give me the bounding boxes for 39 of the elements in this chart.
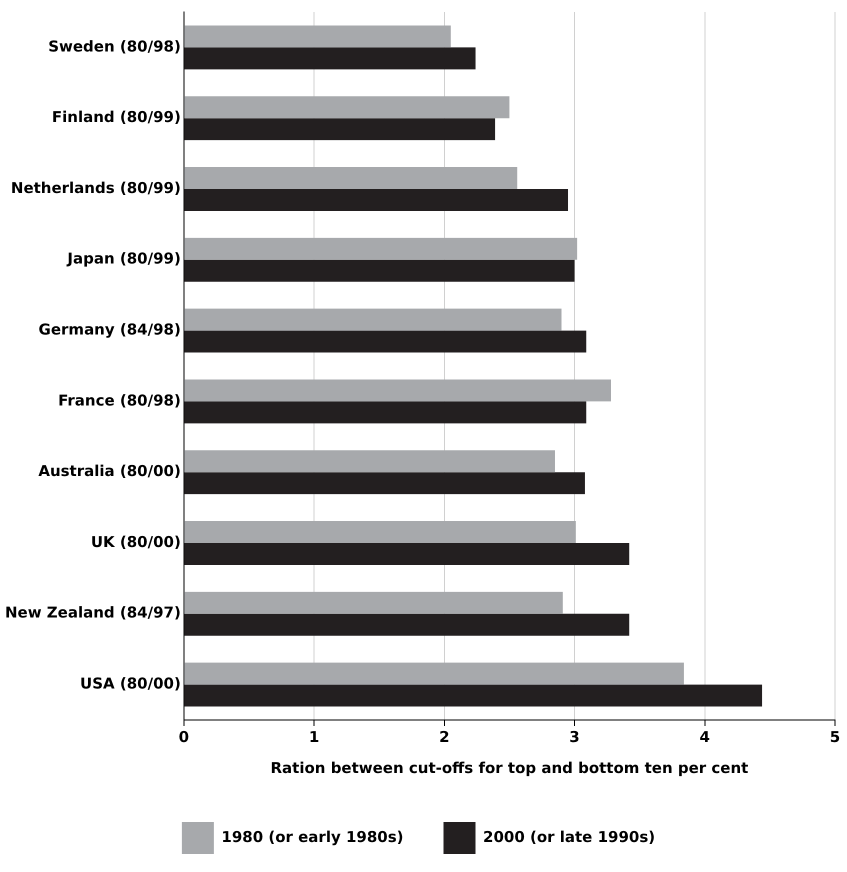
legend-label: 2000 (or late 1990s) <box>483 828 656 846</box>
bar <box>184 189 568 211</box>
legend-label: 1980 (or early 1980s) <box>221 828 404 846</box>
bar <box>184 330 586 353</box>
bar <box>184 167 518 189</box>
bar <box>184 96 510 118</box>
bar <box>184 614 630 636</box>
bar <box>184 450 555 472</box>
y-tick-label: Sweden (80/98) <box>48 37 181 56</box>
x-axis-title: Ration between cut-offs for top and bottom ten per cent <box>270 758 748 777</box>
x-tick-label: 4 <box>700 728 710 746</box>
bar <box>184 260 575 282</box>
x-tick-label: 5 <box>830 728 840 746</box>
y-tick-label: France (80/98) <box>58 391 181 410</box>
x-tick-label: 1 <box>308 728 320 746</box>
y-tick-label: New Zealand (84/97) <box>4 604 181 622</box>
bar <box>184 543 630 565</box>
bar <box>184 238 578 260</box>
y-tick-label: UK (80/00) <box>90 532 181 551</box>
bar <box>184 684 762 707</box>
bar <box>184 592 563 614</box>
bar <box>184 662 684 685</box>
y-tick-label: Japan (80/99) <box>66 250 181 268</box>
bar <box>184 401 586 424</box>
bar <box>184 308 562 331</box>
y-tick-label: Germany (84/98) <box>38 320 181 338</box>
y-tick-label: Netherlands (80/99) <box>10 178 181 197</box>
y-tick-label: Finland (80/99) <box>52 108 181 126</box>
bar <box>184 521 576 543</box>
y-tick-label: Australia (80/00) <box>38 462 181 480</box>
x-tick-label: 2 <box>439 728 450 746</box>
bar <box>184 472 585 494</box>
bar <box>184 25 451 48</box>
bar <box>184 47 476 70</box>
bar <box>184 379 611 402</box>
x-tick-label: 0 <box>178 728 190 746</box>
bar <box>184 118 496 140</box>
y-tick-label: USA (80/00) <box>80 674 181 692</box>
x-tick-label: 3 <box>569 728 580 746</box>
